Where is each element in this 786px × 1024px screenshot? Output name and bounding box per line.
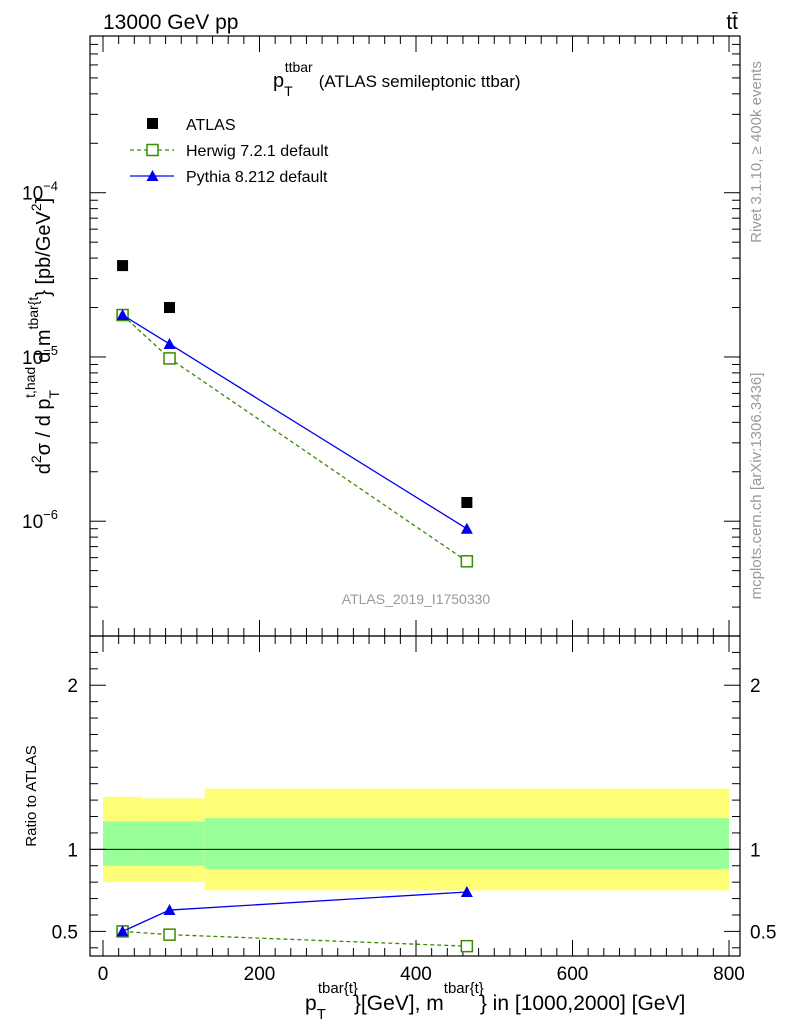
ylabel-sup-mt: tbar{t xyxy=(25,297,41,330)
rivet-version-label: Rivet 3.1.10, ≥ 400k events xyxy=(748,61,765,243)
xlabel-sub-t: T xyxy=(317,1006,326,1023)
ylabel-sup-unit: 2 xyxy=(28,203,44,211)
title-p: p xyxy=(273,70,284,92)
legend-marker-herwig xyxy=(146,143,159,157)
ratio-series-0-line xyxy=(122,930,467,947)
xlabel-sup1: tbar{t} xyxy=(318,980,358,997)
analysis-id: ATLAS_2019_I1750330 xyxy=(342,591,491,607)
legend: ATLAS Herwig 7.2.1 default Pythia 8.212 … xyxy=(130,117,329,186)
ylabel-end: ] xyxy=(33,198,55,204)
title-sub-t: T xyxy=(284,83,293,99)
main-series-2-point xyxy=(116,309,129,321)
ratio-plot-frame xyxy=(89,635,741,957)
xlabel-rest: } in [1000,2000] [GeV] xyxy=(480,992,686,1015)
svg-text:d2σ / d pTt,hadd mtbar{t} [pb/: d2σ / d pTt,hadd mtbar{t} [pb/GeV2] xyxy=(22,198,62,474)
ylabel-sup-thad: t,had xyxy=(22,367,38,398)
ratio-series-1-point xyxy=(460,886,473,897)
main-y-tick-label-1: 10−5 xyxy=(22,343,58,369)
ratio-y-tick-label-left-0: 0.5 xyxy=(52,922,78,943)
green-band-1 xyxy=(142,821,205,866)
title-rest: (ATLAS semileptonic ttbar) xyxy=(319,72,521,91)
ylabel-suffix: } [pb/GeV xyxy=(33,210,55,296)
xlabel-sup2: tbar{t} xyxy=(444,980,484,997)
title-sup-ttbar: ttbar xyxy=(285,59,313,75)
collision-label: 13000 GeV pp xyxy=(103,11,238,34)
ratio-uncertainty-bands xyxy=(103,788,730,891)
main-y-tick-label-2: 10−6 xyxy=(22,507,58,533)
green-band-0 xyxy=(103,821,143,866)
x-tick-label-4: 800 xyxy=(713,964,745,985)
main-series-1-point xyxy=(163,352,176,365)
ylabel-mid: d m xyxy=(33,329,55,362)
ratio-y-tick-label-left-2: 2 xyxy=(67,676,78,697)
source-label: mcplots.cern.ch [arXiv:1306.3436] xyxy=(748,373,765,600)
ratio-y-axis-label: Ratio to ATLAS xyxy=(23,745,40,846)
ylabel-sup2: 2 xyxy=(28,455,44,463)
xlabel-mid: }[GeV], m xyxy=(354,992,444,1015)
ratio-y-tick-label-right-0: 0.5 xyxy=(750,922,776,943)
legend-label-herwig: Herwig 7.2.1 default xyxy=(186,143,329,160)
main-series-1-line xyxy=(122,314,468,562)
main-series-2-point xyxy=(163,337,176,349)
ylabel-sub-t: T xyxy=(46,389,62,398)
ratio-y-tick-label-left-1: 1 xyxy=(67,840,78,861)
main-y-tick-label-0: 10−4 xyxy=(22,179,58,205)
ratio-series-0-point xyxy=(163,928,176,941)
main-series-2-point xyxy=(460,522,473,534)
main-series-0-point xyxy=(164,302,176,314)
legend-label-atlas: ATLAS xyxy=(186,117,236,134)
x-tick-label-3: 600 xyxy=(557,964,589,985)
legend-label-pythia: Pythia 8.212 default xyxy=(186,169,328,186)
x-tick-label-1: 200 xyxy=(244,964,276,985)
main-plot-series xyxy=(116,260,474,568)
main-series-0-point xyxy=(461,496,473,508)
legend-marker-atlas xyxy=(147,118,158,129)
xlabel-p: p xyxy=(305,992,317,1015)
ylabel-d: d xyxy=(33,463,55,474)
ratio-y-tick-label-right-1: 1 xyxy=(750,840,761,861)
main-series-0-point xyxy=(117,260,129,272)
ratio-plot-series xyxy=(116,886,474,953)
main-series-1-point xyxy=(460,555,474,568)
ratio-series-1-point xyxy=(163,904,176,916)
main-y-axis-label: d2σ / d pTt,hadd mtbar{t} [pb/GeV2] xyxy=(22,198,62,474)
ratio-series-0-point xyxy=(460,939,474,953)
ylabel-sigma: σ / d p xyxy=(33,398,55,455)
x-tick-label-2: 400 xyxy=(400,964,432,985)
legend-marker-pythia xyxy=(146,170,159,181)
ratio-y-tick-label-right-2: 2 xyxy=(750,676,761,697)
green-band-2 xyxy=(204,818,730,870)
ratio-series-1-line xyxy=(122,891,467,932)
ratio-series-1-point xyxy=(116,925,129,937)
main-title: pTttbar (ATLAS semileptonic ttbar) xyxy=(273,59,521,99)
process-label: tt̄ xyxy=(726,11,738,34)
x-tick-label-0: 0 xyxy=(98,964,109,985)
x-axis-label: pTtbar{t}}[GeV], mtbar{t}} in [1000,2000… xyxy=(305,980,685,1023)
